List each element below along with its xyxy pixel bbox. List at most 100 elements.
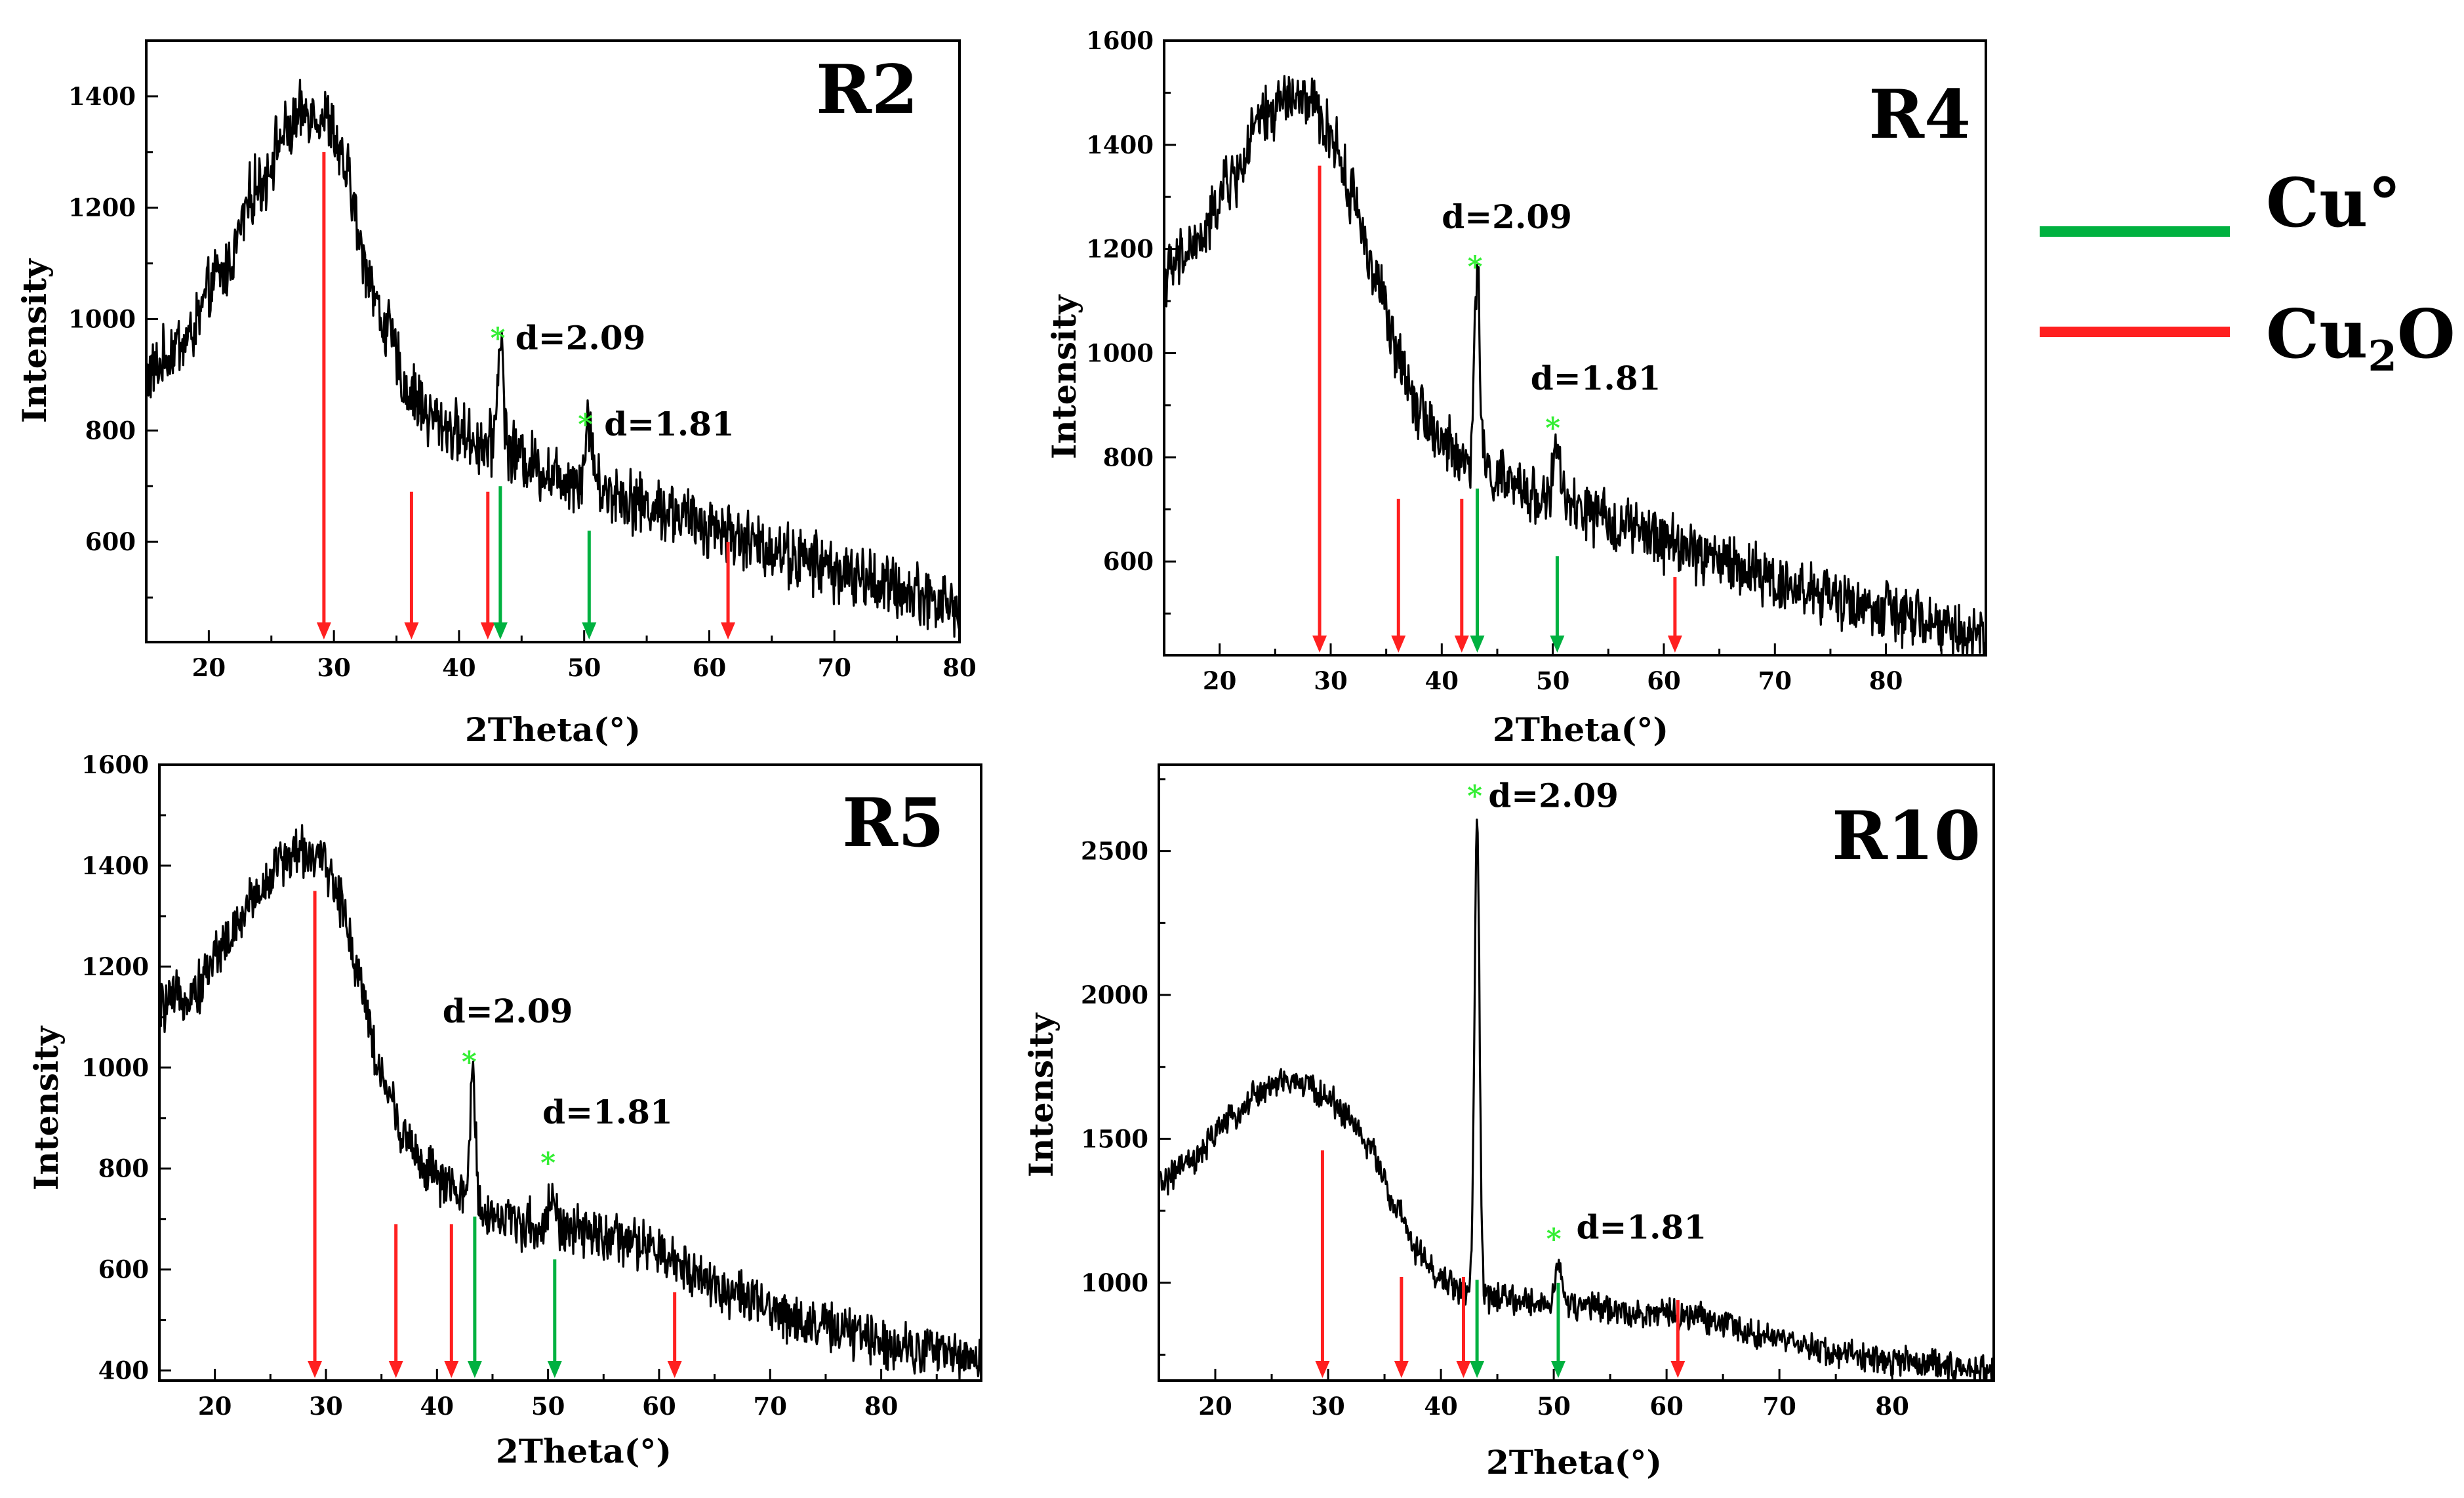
x-tick-label-r4: 40 (1425, 666, 1459, 695)
y-axis-title-r4: Intensity (1045, 294, 1083, 459)
reference-arrowhead-r5 (444, 1361, 459, 1378)
panel-label-r2: R2 (816, 51, 918, 129)
x-tick-label-r4: 70 (1758, 666, 1792, 695)
x-tick-label-r2: 70 (817, 653, 851, 682)
reference-arrowhead-r4 (1312, 636, 1327, 653)
plot-frame-r5 (158, 763, 982, 1382)
x-tick-label-r2: 40 (442, 653, 476, 682)
reference-arrowhead-r4 (1470, 636, 1485, 653)
y-tick-label-r5: 400 (98, 1356, 149, 1385)
d-spacing-label-r2: d=2.09 (515, 318, 646, 357)
y-tick-label-r5: 800 (98, 1154, 149, 1183)
x-axis-title-r5: 2Theta(°) (496, 1432, 672, 1470)
plot-area-r4: * d=2.09 * d=1.81 (1164, 75, 1986, 655)
legend-label-cu2o-base: Cu (2266, 295, 2368, 374)
reference-arrowhead-r4 (1667, 636, 1682, 653)
y-tick-label-r5: 1200 (81, 952, 149, 981)
d-spacing-label-r4: d=2.09 (1442, 197, 1572, 236)
x-tick-label-r10: 20 (1198, 1392, 1232, 1421)
peak-star-r10: * (1546, 1223, 1562, 1256)
y-axis-title-r5: Intensity (27, 1025, 66, 1190)
reference-arrowhead-r10 (1456, 1361, 1471, 1378)
x-tick-label-r2: 50 (567, 653, 601, 682)
x-tick-label-r4: 30 (1314, 666, 1348, 695)
peak-star-r2: * (578, 408, 593, 441)
reference-arrowhead-r10 (1394, 1361, 1409, 1378)
plot-frame-r10 (1158, 763, 1995, 1382)
plot-area-r5: * d=2.09 * d=1.81 (159, 824, 981, 1381)
y-tick-label-r2: 1400 (68, 82, 136, 111)
plot-frame-r4 (1163, 39, 1987, 657)
plot-area-r2: * d=2.09 * d=1.81 (146, 79, 959, 639)
x-tick-label-r10: 50 (1537, 1392, 1571, 1421)
x-tick-label-r10: 70 (1762, 1392, 1796, 1421)
reference-arrowhead-r5 (388, 1361, 403, 1378)
legend-label-cu2o-sub: 2 (2368, 332, 2397, 381)
y-tick-label-r4: 1200 (1086, 235, 1154, 264)
peak-star-r4: * (1468, 250, 1483, 283)
reference-arrowhead-r2 (582, 622, 597, 639)
plot-area-r10: * d=2.09* d=1.81 (1159, 776, 1994, 1381)
y-tick-label-r5: 600 (98, 1255, 149, 1284)
y-tick-label-r10: 2000 (1081, 981, 1148, 1009)
reference-arrowhead-r2 (480, 622, 495, 639)
x-tick-label-r4: 60 (1647, 666, 1681, 695)
x-tick-label-r10: 30 (1311, 1392, 1345, 1421)
x-tick-label-r5: 70 (754, 1392, 788, 1421)
x-tick-label-r5: 80 (864, 1392, 899, 1421)
d-spacing-label-r2: d=1.81 (604, 405, 735, 443)
panel-r5: * d=2.09 * d=1.81 20 30 40 50 60 70 80 400 600 800 10… (27, 750, 982, 1470)
panel-r4: * d=2.09 * d=1.81 20 30 40 50 60 70 80 600 800 1000 1… (1045, 26, 1987, 749)
legend-label-cu2o-tail: O (2397, 295, 2455, 374)
reference-arrowhead-r4 (1454, 636, 1469, 653)
legend-label-cu: Cu° (2266, 164, 2401, 243)
reference-arrowhead-r2 (721, 622, 736, 639)
y-tick-label-r4: 600 (1103, 547, 1154, 576)
x-tick-label-r10: 60 (1649, 1392, 1684, 1421)
plot-frame-r2 (145, 39, 961, 643)
axis-ticks-r2: 20 30 40 50 60 70 80 600 800 1000 1200 1400 (68, 39, 977, 682)
d-spacing-label-r10: d=2.09 (1488, 776, 1619, 815)
d-spacing-label-r5: d=2.09 (443, 992, 573, 1030)
panel-label-r4: R4 (1868, 75, 1971, 154)
x-tick-label-r2: 60 (693, 653, 727, 682)
d-spacing-label-r4: d=1.81 (1531, 359, 1661, 397)
reference-arrowhead-r10 (1315, 1361, 1330, 1378)
panel-r2: * d=2.09 * d=1.81 20 30 40 50 60 70 80 600 800 1000 1… (15, 39, 977, 749)
reference-arrowhead-r4 (1391, 636, 1406, 653)
x-tick-label-r10: 80 (1875, 1392, 1909, 1421)
reference-arrowhead-r2 (316, 622, 331, 639)
peak-star-r10: * (1467, 779, 1482, 813)
peak-star-r5: * (540, 1146, 555, 1180)
panel-label-r5: R5 (842, 784, 944, 862)
y-tick-label-r2: 1000 (68, 305, 136, 334)
xrd-trace-r10 (1159, 819, 1994, 1381)
x-tick-label-r4: 80 (1869, 666, 1903, 695)
legend-label-cu2o: Cu2O (2266, 295, 2455, 381)
xrd-trace-r5 (159, 824, 981, 1381)
y-tick-label-r4: 1600 (1086, 26, 1154, 55)
y-tick-label-r5: 1000 (81, 1053, 149, 1082)
y-tick-label-r2: 800 (85, 416, 136, 445)
reference-arrowhead-r5 (547, 1361, 562, 1378)
x-axis-title-r4: 2Theta(°) (1493, 710, 1668, 749)
panel-label-r10: R10 (1832, 797, 1981, 876)
xrd-trace-r2 (146, 79, 959, 638)
x-tick-label-r5: 30 (309, 1392, 343, 1421)
axis-ticks-r5: 20 30 40 50 60 70 80 400 600 800 1000 1200 1400 1600 (81, 750, 938, 1421)
x-axis-title-r10: 2Theta(°) (1486, 1443, 1662, 1482)
axis-ticks-r4: 20 30 40 50 60 70 80 600 800 1000 1200 1400 1600 (1086, 26, 1943, 695)
x-tick-label-r10: 40 (1424, 1392, 1458, 1421)
y-tick-label-r4: 800 (1103, 443, 1154, 472)
reference-arrowhead-r10 (1550, 1361, 1565, 1378)
y-tick-label-r10: 2500 (1081, 837, 1148, 866)
axis-ticks-r10: 20 30 40 50 60 70 80 1000 1500 2000 2500 (1081, 778, 1950, 1421)
y-tick-label-r4: 1000 (1086, 338, 1154, 367)
x-tick-label-r5: 20 (198, 1392, 232, 1421)
legend: Cu° Cu2O (2040, 164, 2455, 381)
peak-star-r2: * (491, 321, 506, 355)
reference-arrowhead-r10 (1470, 1361, 1485, 1378)
y-tick-label-r5: 1400 (81, 851, 149, 880)
x-tick-label-r5: 40 (420, 1392, 454, 1421)
